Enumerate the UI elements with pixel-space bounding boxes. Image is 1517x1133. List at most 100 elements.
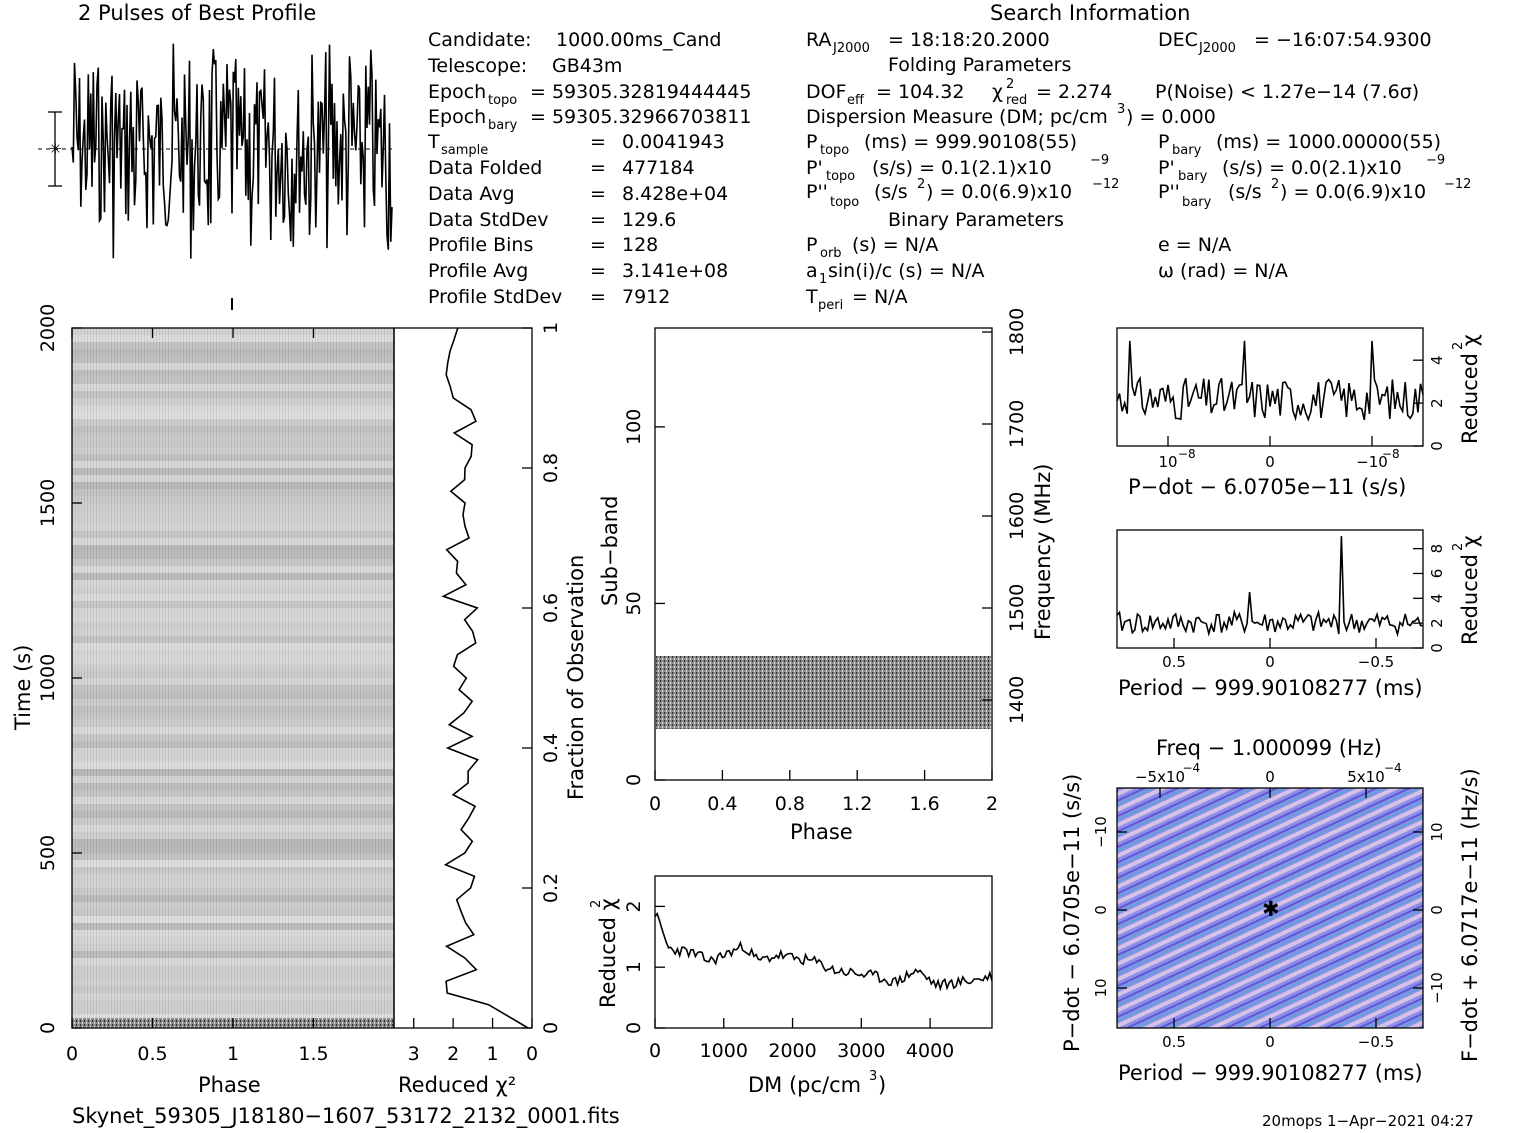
dm-ylabel: Reduced χ [596,898,620,1008]
time-phase-row [72,692,394,699]
pdot-ytick-label: 4 [1428,355,1446,365]
time-phase-row [72,468,394,475]
time-phase-row [72,951,394,958]
subband-panel: 0 0.4 0.8 1.2 1.6 2 0 50 100 1400 1500 1600 1700 18… [598,308,1055,844]
time-phase-row [72,734,394,741]
pdot-panel: 10 −8 0 −10−8 024 P−dot − 6.0705e−11 (s/s) … [1116,327,1482,499]
time-phase-row [72,377,394,384]
dm-ytick-label: 1 [623,961,645,973]
subband-xtick-label: 0 [649,793,661,815]
time-phase-rows [72,328,394,1021]
ppdot-toptick-label: 0 [1265,768,1275,786]
profile-avg-value: 3.141e+08 [622,260,728,282]
time-phase-row [72,706,394,713]
time-phase-row [72,419,394,426]
dm-xtick-label: 3000 [837,1040,885,1062]
period-ylabel: Reduced χ [1458,535,1482,645]
time-phase-row [72,650,394,657]
time-chi2-ylabel: Fraction of Observation [564,555,588,800]
asini-label: a [806,260,818,282]
pdtopo-label: P' [806,157,823,179]
subband-ytick-label: 100 [623,409,645,445]
pdot-xtick-label: −10 [1356,453,1388,471]
time-phase-row [72,762,394,769]
time-phase-row [72,713,394,720]
pnoise: P(Noise) < 1.27e−14 (7.6σ) [1155,81,1419,103]
time-phase-row [72,531,394,538]
time-phase-row [72,475,394,482]
time-phase-row [72,412,394,419]
time-phase-row [72,874,394,881]
pbary-label: P [1158,131,1169,153]
time-chi2-ytick-label: 0.8 [540,453,562,483]
data-stddev-label: Data StdDev [428,209,549,231]
time-chi2-ytick-label: 0 [540,1022,562,1034]
time-phase-ytick-label: 1000 [37,654,59,702]
dm-xtick-label: 4000 [906,1040,954,1062]
footer-filename: Skynet_59305_J18180−1607_53172_2132_0001… [72,1104,620,1129]
ppdot-toptick-label: 5x10 [1347,768,1385,786]
data-stddev-eq: = [590,209,606,231]
time-phase-row [72,678,394,685]
time-phase-row [72,818,394,825]
time-phase-row [72,349,394,356]
time-phase-row [72,853,394,860]
time-phase-row [72,426,394,433]
time-phase-row [72,881,394,888]
dof-value: = 104.32 [876,81,964,103]
profile-bins-label: Profile Bins [428,234,533,256]
period-ytick-label: 4 [1428,594,1446,604]
asini-value: sin(i)/c (s) = N/A [828,260,985,282]
time-phase-row [72,545,394,552]
dm-ylabel-sup: 2 [589,900,604,908]
time-phase-row [72,944,394,951]
dm-xlabel-end: ) [878,1073,886,1097]
time-phase-row [72,909,394,916]
time-phase-row [72,1014,394,1021]
epoch-topo-label: Epoch [428,81,486,103]
ppdot-xtick-label: 0.5 [1162,1033,1186,1051]
time-phase-row [72,797,394,804]
time-phase-row [72,489,394,496]
omega-value: ω (rad) = N/A [1158,260,1288,282]
data-folded-eq: = [590,157,606,179]
subband-data-band [656,656,991,729]
time-phase-row [72,783,394,790]
pdbary-sub: bary [1178,169,1208,184]
time-phase-row [72,1007,394,1014]
pddtopo-value: (s/s [874,181,908,203]
subband-y2tick-label: 1400 [1006,676,1028,724]
data-avg-label: Data Avg [428,183,515,205]
profile-bins-value: 128 [622,234,658,256]
time-phase-row [72,979,394,986]
time-phase-row [72,496,394,503]
period-ytick-label: 0 [1428,643,1446,653]
period-panel: 0.5 0 −0.5 0 2 4 6 8 Period − 999.90108277 (ms… [1116,529,1482,700]
time-phase-row [72,839,394,846]
subband-ylabel: Sub−band [598,496,622,606]
dec-value: = −16:07:54.9300 [1254,29,1432,51]
subband-frame [654,327,993,781]
pddbary-value2: ) = 0.0(6.9)x10 [1280,181,1426,203]
time-phase-row [72,503,394,510]
pddbary-label: P'' [1158,181,1180,203]
time-phase-row [72,433,394,440]
pddtopo-value2: ) = 0.0(6.9)x10 [926,181,1072,203]
pddtopo-sup: 2 [917,177,925,192]
time-phase-row [72,398,394,405]
time-phase-ylabel: Time (s) [11,645,35,731]
time-phase-xtick-label: 0.5 [137,1043,167,1065]
pdot-xtick-label: 0 [1265,453,1275,471]
errorbar-star: ✳ [49,140,62,158]
folding-title: Folding Parameters [888,54,1071,76]
period-ytick-label: 6 [1428,569,1446,579]
ptopo-label: P [806,131,817,153]
profile-curve [71,43,393,259]
period-ylabel-sup: 2 [1451,543,1466,551]
ppdot-y2label: F−dot + 6.0717e−11 (Hz/s) [1458,768,1482,1062]
pdot-xtick-exp: −8 [1178,447,1196,461]
subband-y2tick-label: 1800 [1006,308,1028,356]
ra-value: = 18:18:20.2000 [888,29,1050,51]
subband-ytick-label: 50 [623,591,645,615]
pddbary-exp: −12 [1444,177,1471,192]
